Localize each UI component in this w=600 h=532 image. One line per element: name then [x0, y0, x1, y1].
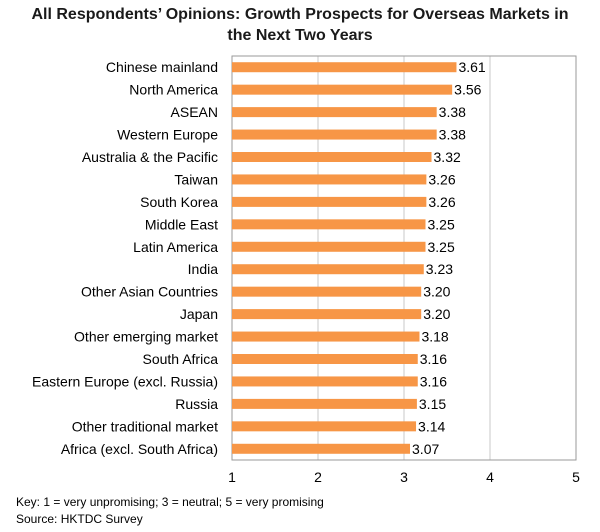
- category-label: Other Asian Countries: [81, 284, 218, 300]
- category-label: North America: [129, 82, 218, 98]
- bar: [232, 398, 417, 409]
- data-label: 3.07: [412, 441, 439, 457]
- data-label: 3.38: [439, 104, 466, 120]
- data-label: 3.38: [439, 127, 466, 143]
- data-label: 3.15: [419, 396, 446, 412]
- category-label: Eastern Europe (excl. Russia): [32, 373, 218, 389]
- data-label: 3.26: [428, 194, 455, 210]
- data-label: 3.26: [428, 171, 455, 187]
- bar: [232, 309, 422, 320]
- category-label: Taiwan: [174, 171, 218, 187]
- bar: [232, 376, 418, 387]
- bar: [232, 62, 457, 73]
- category-label: Australia & the Pacific: [82, 149, 218, 165]
- x-tick-label: 5: [572, 469, 580, 485]
- data-label: 3.14: [418, 418, 445, 434]
- category-label: Japan: [180, 306, 218, 322]
- data-label: 3.16: [420, 373, 447, 389]
- category-label: Other emerging market: [74, 329, 218, 345]
- category-label: India: [188, 261, 219, 277]
- category-label: Africa (excl. South Africa): [61, 441, 218, 457]
- chart-title-line-1: All Respondents’ Opinions: Growth Prospe…: [31, 6, 569, 23]
- x-tick-label: 4: [486, 469, 494, 485]
- bar: [232, 286, 422, 297]
- bar: [232, 196, 427, 207]
- plot-area-border: [231, 55, 577, 461]
- data-label: 3.56: [454, 82, 481, 98]
- chart-title-line-2: the Next Two Years: [227, 27, 373, 44]
- bar: [232, 219, 426, 230]
- data-label: 3.20: [423, 284, 450, 300]
- bar: [232, 84, 453, 95]
- bar: [232, 241, 426, 252]
- bar: [232, 107, 437, 118]
- bar: [232, 443, 411, 454]
- source-note: Source: HKTDC Survey: [16, 512, 143, 526]
- category-label: Chinese mainland: [106, 59, 218, 75]
- data-label: 3.32: [434, 149, 461, 165]
- x-tick-label: 3: [400, 469, 408, 485]
- data-label: 3.25: [428, 216, 455, 232]
- category-label: ASEAN: [171, 104, 218, 120]
- category-label: Russia: [175, 396, 218, 412]
- bar: [232, 129, 437, 140]
- data-label: 3.18: [421, 329, 448, 345]
- data-label: 3.16: [420, 351, 447, 367]
- data-label: 3.20: [423, 306, 450, 322]
- data-label: 3.25: [428, 239, 455, 255]
- bar: [232, 421, 417, 432]
- data-label: 3.61: [458, 59, 485, 75]
- category-label: South Africa: [143, 351, 219, 367]
- category-label: Middle East: [145, 216, 218, 232]
- chart-title: All Respondents’ Opinions: Growth Prospe…: [0, 4, 600, 46]
- category-label: South Korea: [140, 194, 218, 210]
- bar: [232, 331, 420, 342]
- category-label: Western Europe: [117, 127, 218, 143]
- bar: [232, 354, 418, 364]
- bar: [232, 174, 427, 185]
- bar: [232, 264, 424, 275]
- category-label: Latin America: [133, 239, 218, 255]
- x-tick-label: 1: [228, 469, 236, 485]
- key-note: Key: 1 = very unpromising; 3 = neutral; …: [16, 495, 324, 509]
- x-tick-label: 2: [314, 469, 322, 485]
- category-label: Other traditional market: [72, 418, 218, 434]
- bar: [232, 152, 432, 162]
- data-label: 3.23: [426, 261, 453, 277]
